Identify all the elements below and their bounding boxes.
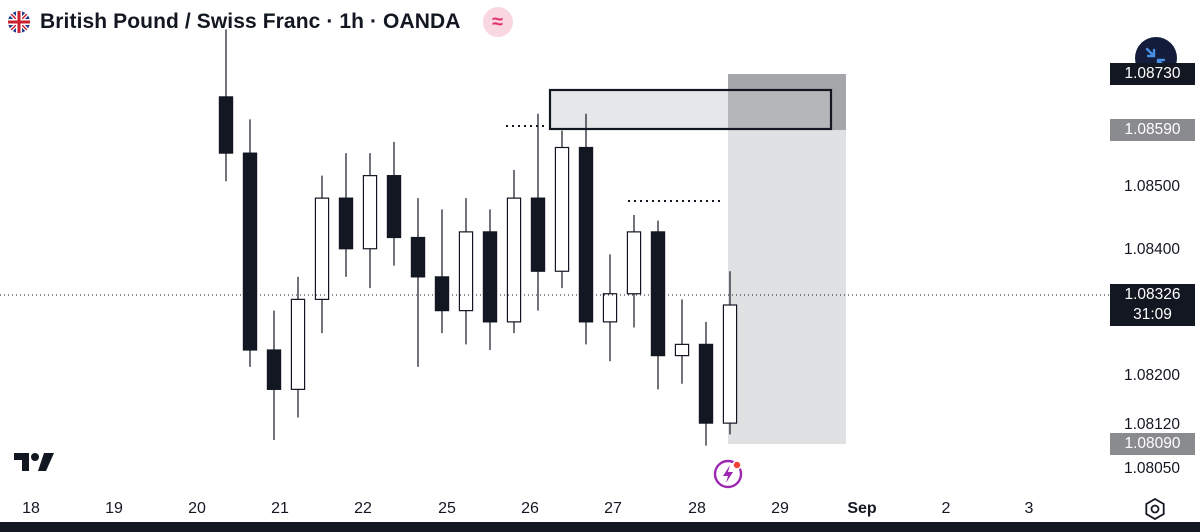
- time-label: 21: [271, 500, 289, 517]
- gbp-chf-flag-icon: [8, 11, 30, 33]
- wave-approx-icon[interactable]: ≈: [482, 7, 513, 37]
- time-label: 22: [354, 500, 372, 517]
- price-box-upper-zone[interactable]: 1.08590: [1110, 119, 1195, 141]
- projection-zone-top: [728, 74, 846, 130]
- candle-body[interactable]: [506, 197, 522, 323]
- lightning-alert-icon[interactable]: [713, 458, 745, 495]
- candle-body[interactable]: [242, 152, 258, 351]
- time-label: 2: [941, 500, 951, 517]
- candle-body[interactable]: [218, 96, 234, 154]
- time-label: 18: [22, 500, 40, 517]
- candle-body[interactable]: [626, 231, 642, 295]
- price-label-2: 1.08400: [1123, 241, 1181, 258]
- candle-body[interactable]: [314, 197, 330, 300]
- projection-zone[interactable]: [728, 74, 846, 444]
- price-label-3: 1.08200: [1123, 367, 1181, 384]
- price-box-top[interactable]: 1.08730: [1110, 63, 1195, 85]
- candle-body[interactable]: [386, 175, 402, 239]
- price-label-5: 1.08050: [1123, 460, 1181, 477]
- candle-body[interactable]: [698, 343, 714, 424]
- candle-body[interactable]: [602, 293, 618, 323]
- time-label: 25: [438, 500, 456, 517]
- time-label: 27: [604, 500, 622, 517]
- candle-body[interactable]: [482, 231, 498, 323]
- current-price-box[interactable]: 1.08326: [1110, 284, 1195, 306]
- candle-body[interactable]: [266, 349, 282, 390]
- time-label: 19: [105, 500, 123, 517]
- time-label: 3: [1024, 500, 1034, 517]
- chart-title[interactable]: British Pound / Swiss Franc · 1h · OANDA: [40, 10, 461, 33]
- time-label-month: Sep: [847, 500, 877, 517]
- candle-body[interactable]: [290, 298, 306, 390]
- chart-header: British Pound / Swiss Franc · 1h · OANDA…: [8, 6, 513, 38]
- candle-body[interactable]: [674, 343, 690, 357]
- candle-body[interactable]: [650, 231, 666, 357]
- price-box-lower-zone[interactable]: 1.08090: [1110, 433, 1195, 455]
- candle-body[interactable]: [578, 146, 594, 323]
- candle-body[interactable]: [554, 146, 570, 272]
- candle-body[interactable]: [362, 175, 378, 250]
- candle-body[interactable]: [458, 231, 474, 312]
- levels-layer: [0, 125, 1110, 296]
- candles-layer: [218, 29, 738, 446]
- candle-body[interactable]: [722, 304, 738, 424]
- candle-body[interactable]: [434, 276, 450, 312]
- settings-gear-icon[interactable]: [1144, 497, 1166, 525]
- supply-zone-box[interactable]: [548, 88, 833, 131]
- time-label: 26: [521, 500, 539, 517]
- countdown-box: 31:09: [1110, 304, 1195, 326]
- zone-layer: [548, 74, 846, 444]
- time-label: 28: [688, 500, 706, 517]
- candle-body[interactable]: [338, 197, 354, 250]
- time-label: 29: [771, 500, 789, 517]
- tradingview-logo-icon: [14, 450, 56, 479]
- candle-body[interactable]: [410, 236, 426, 278]
- time-axis[interactable]: 18 19 20 21 22 25 26 27 28 29 Sep 2 3: [0, 490, 1200, 522]
- candle-body[interactable]: [530, 197, 546, 272]
- price-label-1: 1.08500: [1123, 178, 1181, 195]
- price-label-4: 1.08120: [1123, 416, 1181, 433]
- bottom-bar: [0, 522, 1200, 532]
- time-label: 20: [188, 500, 206, 517]
